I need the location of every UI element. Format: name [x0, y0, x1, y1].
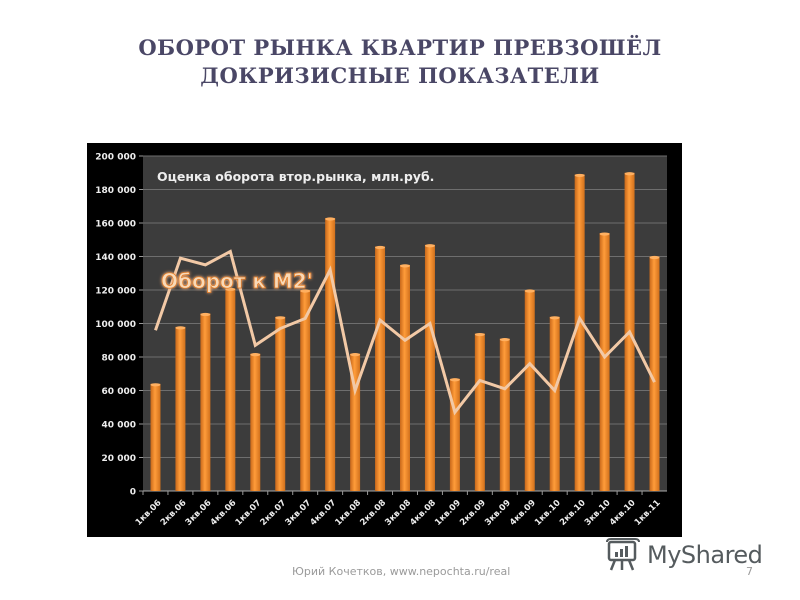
bar-cap — [624, 172, 635, 176]
bar-cap — [599, 232, 610, 236]
y-tick-label: 40 000 — [102, 421, 136, 431]
bar — [424, 244, 435, 491]
presentation-board-icon — [606, 538, 640, 571]
x-tick-label: 1кв.07 — [234, 498, 264, 528]
bar-cap — [424, 244, 435, 248]
bar-cap — [649, 255, 660, 260]
bar — [574, 174, 585, 492]
x-tick-label: 1кв.08 — [333, 498, 363, 528]
x-tick-label: 3кв.10 — [583, 498, 613, 528]
bar — [175, 326, 186, 491]
chart-title: Оценка оборота втор.рынка, млн.руб. — [157, 169, 434, 184]
bar-cap — [225, 287, 236, 291]
y-tick-label: 120 000 — [95, 287, 136, 297]
x-tick-label: 4кв.10 — [608, 498, 638, 528]
bar-cap — [400, 264, 410, 268]
bar — [549, 316, 560, 491]
x-tick-label: 2кв.07 — [259, 498, 289, 528]
x-tick-label: 4кв.07 — [308, 498, 338, 528]
bar-line-chart: 0 20 000 40 000 60 000 80 000 100 000 120 000 1… — [95, 153, 667, 528]
chart-frame: 0 20 000 40 000 60 000 80 000 100 000 120 000 1… — [87, 143, 682, 537]
slide-title: ОБОРОТ РЫНКА КВАРТИР ПРЕВЗОШЁЛ ДОКРИЗИСН… — [0, 34, 800, 90]
y-tick-label: 200 000 — [95, 153, 136, 163]
bar-cap — [150, 383, 161, 387]
bar — [150, 383, 161, 491]
x-tick-label: 2кв.09 — [458, 498, 488, 528]
bar — [599, 233, 610, 492]
y-tick-label: 100 000 — [95, 320, 136, 330]
x-tick-label: 2кв.06 — [159, 498, 189, 528]
y-tick-label: 180 000 — [95, 186, 136, 196]
bar — [524, 290, 535, 491]
y-tick-label: 20 000 — [102, 454, 136, 464]
y-tick-label: 140 000 — [95, 253, 136, 263]
bar-cap — [325, 217, 336, 221]
bar — [275, 316, 286, 491]
line-path — [154, 249, 656, 416]
bar-cap — [350, 353, 361, 357]
bar — [375, 246, 386, 491]
bar-cap — [275, 316, 286, 320]
bar-cap — [300, 289, 311, 293]
y-axis: 0 20 000 40 000 60 000 80 000 100 000 120 000 1… — [95, 153, 667, 498]
bar-cap — [375, 245, 386, 250]
x-tick-label: 1кв.11 — [633, 498, 663, 528]
bar-cap — [175, 326, 186, 330]
bar-cap — [449, 378, 460, 382]
bar-cap — [574, 173, 585, 178]
bar-cap — [549, 316, 560, 320]
bar — [250, 353, 261, 491]
x-tick-label: 4кв.08 — [408, 498, 438, 528]
bar — [350, 353, 361, 491]
x-tick-label: 1кв.06 — [134, 498, 164, 528]
bar — [325, 217, 336, 491]
slide-title-line-2: ДОКРИЗИСНЫЕ ПОКАЗАТЕЛИ — [200, 63, 600, 88]
bar — [449, 378, 460, 491]
y-tick-label: 160 000 — [95, 220, 136, 230]
page-number: 7 — [746, 565, 753, 578]
x-tick-label: 2кв.08 — [358, 498, 388, 528]
x-tick-label: 4кв.09 — [508, 498, 538, 528]
x-tick-label: 3кв.08 — [383, 498, 413, 528]
watermark-text: MyShared — [647, 541, 763, 569]
bar-cap — [250, 353, 261, 357]
bar — [400, 264, 410, 491]
x-tick-label: 1кв.09 — [433, 498, 463, 528]
y-tick-label: 60 000 — [102, 387, 136, 397]
line-series-label: Оборот к М2' — [161, 269, 313, 293]
x-tick-label: 1кв.10 — [533, 498, 563, 528]
bar — [649, 256, 660, 491]
x-tick-label: 3кв.07 — [284, 498, 314, 528]
y-tick-label: 0 — [130, 488, 136, 498]
bar-cap — [524, 289, 535, 293]
bar — [499, 338, 510, 491]
x-tick-label: 2кв.10 — [558, 498, 588, 528]
x-axis: 1кв.062кв.063кв.064кв.061кв.072кв.073кв.… — [134, 491, 663, 528]
bar-cap — [200, 312, 211, 317]
bar-series — [150, 172, 660, 492]
bar — [225, 288, 236, 491]
x-tick-label: 4кв.06 — [209, 498, 239, 528]
bar — [300, 290, 311, 491]
bar-cap — [474, 332, 485, 337]
y-tick-label: 80 000 — [102, 354, 136, 364]
bar-cap — [499, 337, 510, 342]
footer-author: Юрий Кочетков, www.nepochta.ru/real — [292, 565, 511, 578]
watermark-logo: MyShared — [605, 538, 763, 572]
bar — [474, 333, 485, 491]
x-tick-label: 3кв.06 — [184, 498, 214, 528]
x-tick-label: 3кв.09 — [483, 498, 513, 528]
bar — [200, 313, 211, 491]
slide-title-line-1: ОБОРОТ РЫНКА КВАРТИР ПРЕВЗОШЁЛ — [138, 35, 662, 60]
line-series — [154, 249, 656, 416]
